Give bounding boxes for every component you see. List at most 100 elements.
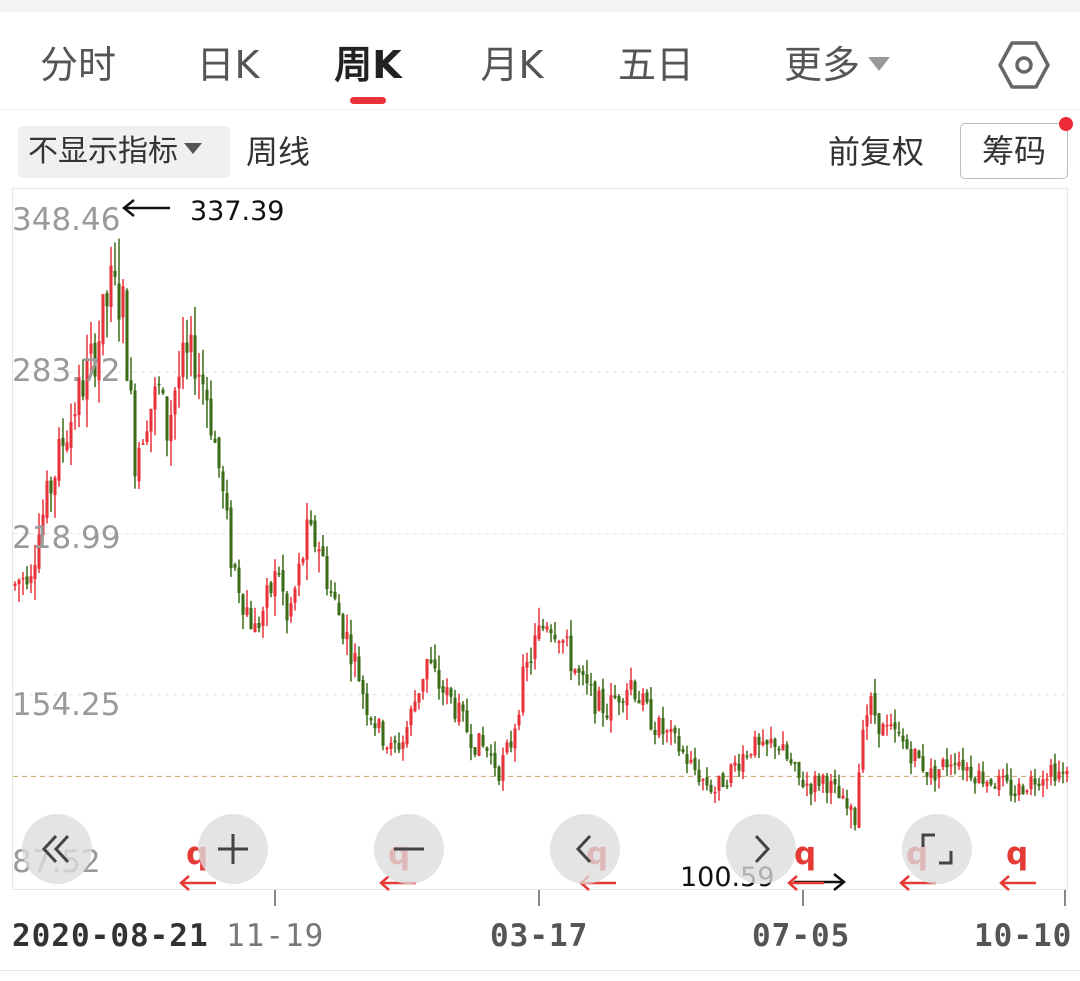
candle-body [609,695,613,721]
candle-body [149,408,153,432]
tab-label: 分时 [39,43,116,87]
candle-body [689,759,693,763]
tab-daily-k[interactable]: 日K [172,12,284,110]
chart-toolbar: 不显示指标 周线 前复权 筹码 [0,112,1080,186]
candle-body [521,666,525,713]
candle-body [765,740,769,745]
candle-body [549,629,553,634]
candle-body [657,717,661,736]
candle-body [865,715,869,727]
candle-body [161,389,165,394]
candle-body [41,514,45,536]
candle-body [769,739,773,744]
candle-body [661,717,665,735]
candle-body [473,747,477,755]
candle-body [697,769,701,783]
settings-hexagon-icon[interactable] [998,39,1050,91]
candle-body [133,390,137,477]
candle-body [441,686,445,693]
candle-body [1021,785,1025,795]
zoom-out-icon[interactable] [374,814,444,884]
candle-body [673,727,677,734]
candle-body [637,700,641,704]
tab-weekly-k[interactable]: 周K [312,12,424,110]
candle-body [693,757,697,771]
candle-body [225,493,229,511]
candle-body [1065,771,1069,775]
candle-body [681,749,685,752]
fullscreen-icon[interactable] [902,814,972,884]
price-adjust-toggle[interactable]: 前复权 [828,133,925,171]
tab-more[interactable]: 更多 [762,12,912,110]
candle-body [993,786,997,789]
candle-body [485,747,489,751]
candle-body [393,740,397,743]
candle-body [501,755,505,781]
candle-body [1045,778,1049,781]
candle-body [829,780,833,793]
candle-body [405,727,409,745]
candle-body [181,342,185,378]
candlestick-chart[interactable] [12,188,1069,890]
candle-body [249,608,253,629]
candle-body [481,734,485,747]
candle-body [189,334,193,353]
candle-body [361,680,365,695]
candle-body [881,723,885,736]
candle-body [77,377,81,416]
candle-body [613,695,617,698]
candle-body [985,781,989,787]
candle-body [641,693,645,706]
candle-body [129,380,133,391]
x-tick [538,890,540,906]
candle-body [813,775,817,793]
period-high-label: 337.39 [190,196,285,227]
candle-body [1037,783,1041,786]
candle-body [921,756,925,771]
rewind-icon[interactable] [22,814,92,884]
candle-body [1041,779,1045,786]
red-left-arrow-icon [178,866,218,899]
candle-body [321,546,325,556]
candle-body [741,754,745,773]
candle-body [837,785,841,799]
candle-body [245,607,249,615]
candle-body [965,766,969,771]
candle-body [937,769,941,778]
candle-body [53,477,57,496]
candle-body [69,421,73,448]
candle-body [357,656,361,681]
tab-intraday[interactable]: 分时 [22,12,134,110]
candle-body [109,265,113,307]
candle-body [537,625,541,639]
candle-body [217,437,221,469]
candle-body [749,753,753,756]
indicator-select[interactable]: 不显示指标 [18,126,230,178]
tab-five-day[interactable]: 五日 [600,12,712,110]
candle-body [645,692,649,703]
candle-body [341,614,345,639]
candle-body [13,583,17,586]
candle-body [429,659,433,663]
candle-body [545,626,549,630]
zoom-in-icon[interactable] [198,814,268,884]
tab-monthly-k[interactable]: 月K [456,12,568,110]
candle-body [905,739,909,749]
prev-icon[interactable] [550,814,620,884]
candle-body [193,335,197,379]
chips-button[interactable]: 筹码 [960,123,1068,179]
x-axis-label: 07-05 [752,918,851,954]
candle-body [253,623,257,632]
candle-body [369,718,373,721]
candle-body [185,342,189,353]
x-axis: 2020-08-21 11-19 03-17 07-05 10-10 [0,890,1080,970]
next-icon[interactable] [726,814,796,884]
status-strip [0,0,1080,12]
candle-body [629,680,633,690]
candle-body [413,701,417,712]
candle-body [1061,771,1065,774]
candle-body [841,795,845,799]
candle-body [885,725,889,727]
candle-body [925,772,929,777]
candle-body [725,785,729,787]
